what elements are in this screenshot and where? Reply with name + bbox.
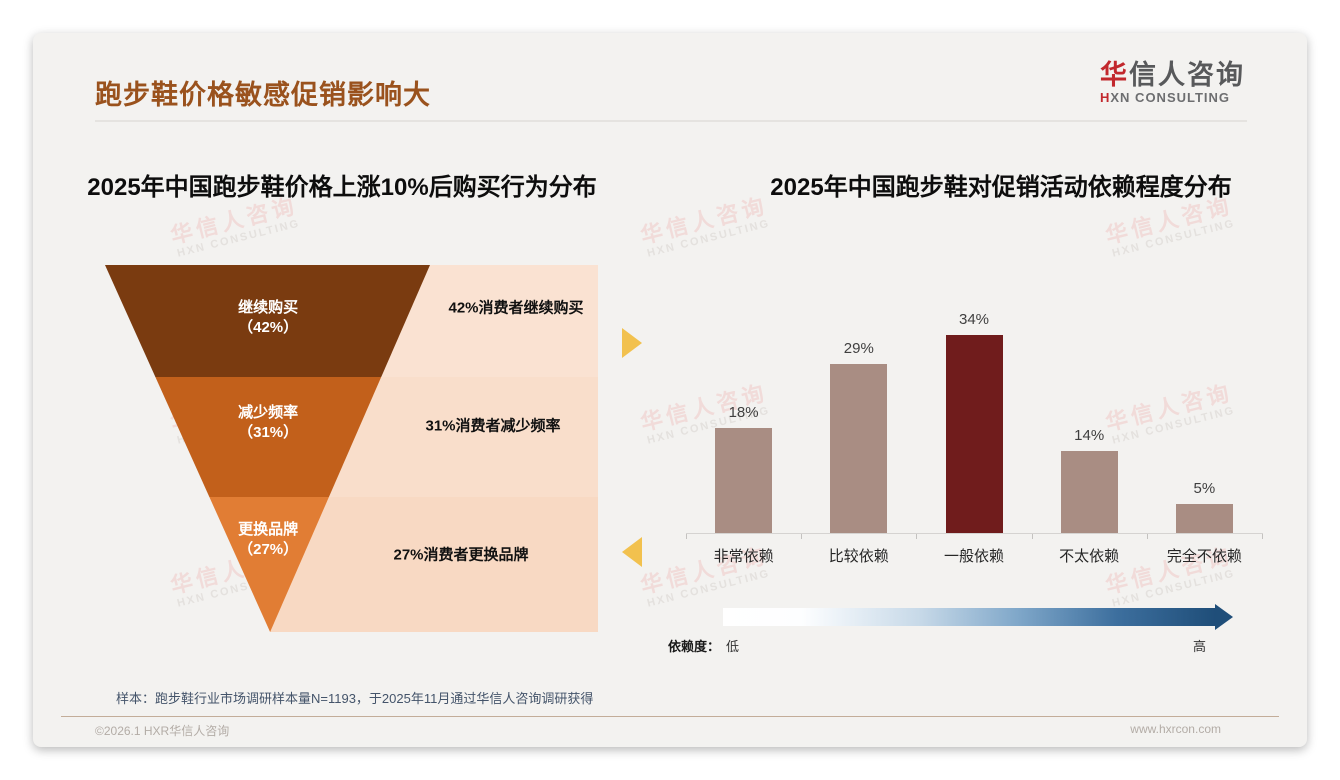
bar-category-label: 不太依赖: [1059, 548, 1120, 565]
axis-tick: [686, 534, 687, 539]
annotation-label: 31%消费者减少频率: [425, 417, 561, 435]
axis-tick: [1262, 534, 1263, 539]
funnel-chart: 继续购买 （42%） 减少频率 （31%） 更换品牌 （27%）: [105, 265, 430, 632]
annotation-row: [270, 497, 598, 632]
scale-low-label: 低: [726, 639, 740, 654]
funnel-segment-label: 减少频率 （31%）: [238, 403, 298, 443]
bar-category-label: 完全不依赖: [1166, 548, 1242, 565]
scale-label: 依赖度：: [668, 639, 721, 654]
bar-value-label: 29%: [843, 339, 874, 357]
funnel-segment-value: （42%）: [238, 319, 299, 336]
gradient-arrow: [723, 608, 1215, 626]
funnel-chart-title: 2025年中国跑步鞋价格上涨10%后购买行为分布: [87, 174, 597, 201]
funnel-segment-label: 继续购买 （42%）: [238, 298, 298, 338]
funnel-segment-label: 更换品牌 （27%）: [238, 520, 298, 560]
footer-divider: [61, 716, 1279, 717]
bar-category-label: 比较依赖: [828, 548, 889, 565]
axis-tick: [1031, 534, 1033, 539]
sample-note: 样本：跑步鞋行业市场调研样本量N=1193，于2025年11月通过华信人咨询调研…: [116, 691, 594, 706]
annotation-label: 42%消费者继续购买: [448, 299, 584, 317]
bar-category-label: 非常依赖: [713, 548, 774, 565]
funnel-segment-name: 更换品牌: [238, 521, 299, 538]
funnel-segment-name: 继续购买: [238, 299, 299, 316]
annotation-label: 27%消费者更换品牌: [393, 546, 529, 564]
arrow-left-icon: [622, 537, 642, 567]
bar: [715, 428, 773, 533]
watermark-en-text: HXN CONSULTING: [175, 217, 302, 260]
footer-website: www.hxrcon.com: [1130, 722, 1221, 736]
bar-value-label: 18%: [728, 404, 759, 421]
funnel-segment: [105, 497, 430, 632]
watermark-zh-text: 华信人咨询: [1103, 542, 1236, 599]
watermark-en-text: HXN CONSULTING: [645, 217, 772, 260]
axis-tick: [801, 534, 803, 539]
axis-tick: [1146, 534, 1148, 539]
bar: [1060, 451, 1118, 533]
watermark-zh-text: 华信人咨询: [638, 192, 771, 249]
x-axis-line: [686, 533, 1263, 534]
bar-category-label: 一般依赖: [943, 548, 1004, 565]
watermark-en-text: HXN CONSULTING: [1110, 217, 1237, 260]
logo-en-rest: XN CONSULTING: [1110, 90, 1231, 106]
gradient-arrowhead-icon: [1215, 604, 1233, 630]
slide-card: 华信人咨询 HXN CONSULTING 华信人咨询 HXN CONSULTING 华信…: [33, 33, 1307, 747]
bar: [1175, 503, 1233, 533]
funnel-segment-value: （31%）: [238, 424, 299, 441]
axis-tick: [916, 534, 918, 539]
scale-high-label: 高: [1193, 639, 1207, 654]
company-logo: 华信人咨询 HXN CONSULTING: [1100, 60, 1245, 106]
bar-chart-title: 2025年中国跑步鞋对促销活动依赖程度分布: [770, 174, 1232, 201]
bar: [830, 363, 888, 533]
logo-english: HXN CONSULTING: [1100, 90, 1245, 106]
logo-zh-rest: 信人咨询: [1129, 60, 1245, 90]
title-divider: [95, 120, 1247, 122]
logo-en-accent: H: [1100, 90, 1111, 106]
bar-value-label: 14%: [1074, 427, 1105, 445]
logo-zh-accent: 华: [1100, 60, 1129, 90]
bar-value-label: 5%: [1193, 479, 1216, 497]
logo-chinese: 华信人咨询: [1100, 60, 1245, 91]
bar-value-label: 34%: [958, 310, 990, 328]
funnel-segment: [105, 265, 430, 377]
footer-copyright: ©2026.1 HXR华信人咨询: [95, 724, 230, 738]
watermark-en-text: HXN CONSULTING: [1110, 404, 1237, 447]
arrow-right-icon: [622, 328, 642, 358]
page-title: 跑步鞋价格敏感促销影响大: [95, 80, 431, 110]
funnel-segment-value: （27%）: [238, 541, 299, 558]
bar: [945, 334, 1003, 533]
funnel-segment-name: 减少频率: [238, 404, 299, 421]
